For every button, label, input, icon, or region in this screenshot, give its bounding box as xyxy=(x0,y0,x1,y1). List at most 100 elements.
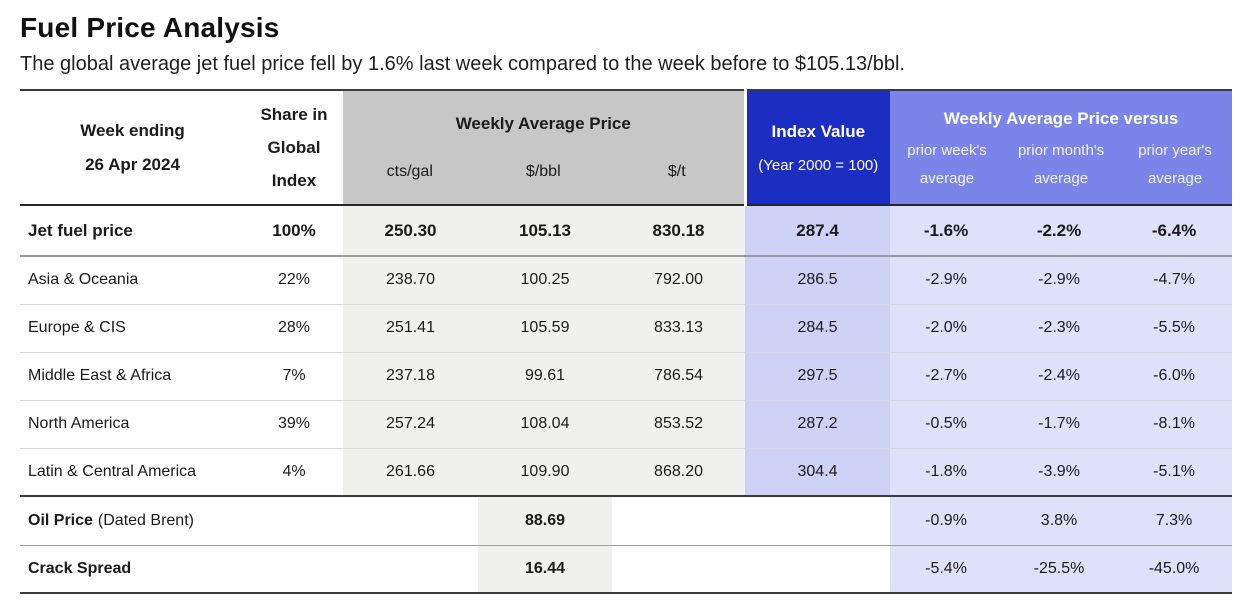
cell-vs-week: -2.7% xyxy=(890,352,1003,401)
table-row-jet-fuel: Jet fuel price 100% 250.30 105.13 830.18… xyxy=(20,205,1233,257)
page: Fuel Price Analysis The global average j… xyxy=(20,12,1233,594)
table-row-region: North America 39% 257.24 108.04 853.52 2… xyxy=(20,400,1233,449)
unit-usd-bbl: $/bbl xyxy=(525,163,561,180)
cell-vs-year: -8.1% xyxy=(1116,400,1233,449)
cell-label: Jet fuel price xyxy=(20,205,245,257)
cell-label: Europe & CIS xyxy=(20,304,245,353)
table-row-region: Latin & Central America 4% 261.66 109.90… xyxy=(20,448,1233,497)
cell-vs-month: -25.5% xyxy=(1002,544,1117,593)
cell-usd-bbl: 105.59 xyxy=(478,304,612,353)
cell-usd-t: 833.13 xyxy=(612,304,746,353)
cell-usd-bbl: 88.69 xyxy=(478,495,612,545)
table-row-region: Asia & Oceania 22% 238.70 100.25 792.00 … xyxy=(20,256,1233,305)
share-line-2: Global xyxy=(267,138,321,157)
cell-vs-year: -5.5% xyxy=(1116,304,1233,353)
cell-share: 28% xyxy=(245,304,343,353)
cell-index: 284.5 xyxy=(745,304,891,353)
cell-label: Oil Price (Dated Brent) xyxy=(20,495,343,545)
cell-cts-gal xyxy=(343,495,478,545)
share-line-1: Share in xyxy=(260,105,328,124)
cell-cts-gal: 237.18 xyxy=(343,352,478,401)
header-weekly-average-price: Weekly Average Price cts/gal $/bbl $/t xyxy=(343,90,746,206)
cell-cts-gal: 238.70 xyxy=(343,256,478,305)
cell-cts-gal: 251.41 xyxy=(343,304,478,353)
oil-price-label: Oil Price xyxy=(28,511,93,529)
cell-vs-month: 3.8% xyxy=(1002,495,1117,545)
cell-vs-year: -5.1% xyxy=(1116,448,1233,497)
cell-index xyxy=(745,495,891,545)
weekly-average-price-title: Weekly Average Price xyxy=(455,114,631,133)
cell-share: 22% xyxy=(245,256,343,305)
cell-usd-t: 868.20 xyxy=(612,448,746,497)
cell-index: 304.4 xyxy=(745,448,891,497)
cell-vs-month: -3.9% xyxy=(1002,448,1117,497)
cell-vs-month: -2.9% xyxy=(1002,256,1117,305)
share-line-3: Index xyxy=(271,171,317,190)
cell-index: 286.5 xyxy=(745,256,891,305)
versus-prior-week: prior week's average xyxy=(907,141,987,187)
week-ending-date: 26 Apr 2024 xyxy=(85,154,180,174)
cell-usd-t: 853.52 xyxy=(612,400,746,449)
header-index-value: Index Value (Year 2000 = 100) xyxy=(743,90,891,206)
cell-share: 4% xyxy=(245,448,343,497)
cell-usd-bbl: 99.61 xyxy=(478,352,612,401)
cell-usd-bbl: 109.90 xyxy=(478,448,612,497)
cell-vs-week: -0.5% xyxy=(890,400,1003,449)
cell-vs-year: -6.4% xyxy=(1116,205,1233,257)
cell-vs-year: 7.3% xyxy=(1116,495,1233,545)
index-value-title: Index Value xyxy=(771,121,866,141)
header-week-ending: Week ending 26 Apr 2024 xyxy=(20,90,245,206)
versus-prior-month: prior month's average xyxy=(1017,141,1105,187)
header-share-in-global-index: Share in Global Index xyxy=(245,90,343,206)
cell-usd-t xyxy=(612,495,746,545)
table-row-oil-price: Oil Price (Dated Brent) 88.69 -0.9% 3.8% … xyxy=(20,495,1233,545)
cell-label: Latin & Central America xyxy=(20,448,245,497)
cell-cts-gal xyxy=(343,544,478,593)
page-subtitle: The global average jet fuel price fell b… xyxy=(20,53,905,75)
cell-usd-t: 830.18 xyxy=(612,205,746,257)
cell-vs-week: -0.9% xyxy=(890,495,1003,545)
cell-vs-week: -1.6% xyxy=(890,205,1003,257)
cell-vs-week: -2.0% xyxy=(890,304,1003,353)
cell-usd-t: 792.00 xyxy=(612,256,746,305)
index-value-base: (Year 2000 = 100) xyxy=(758,156,879,174)
cell-cts-gal: 257.24 xyxy=(343,400,478,449)
week-ending-label: Week ending xyxy=(80,120,185,140)
cell-index xyxy=(745,544,891,593)
cell-index: 287.2 xyxy=(745,400,891,449)
cell-usd-bbl: 16.44 xyxy=(478,544,612,593)
cell-usd-bbl: 100.25 xyxy=(478,256,612,305)
cell-share: 39% xyxy=(245,400,343,449)
cell-cts-gal: 250.30 xyxy=(343,205,478,257)
cell-usd-bbl: 108.04 xyxy=(478,400,612,449)
fuel-price-table: Week ending 26 Apr 2024 Share in Global … xyxy=(20,89,1233,594)
table-row-crack-spread: Crack Spread 16.44 -5.4% -25.5% -45.0% xyxy=(20,544,1233,593)
cell-vs-week: -5.4% xyxy=(890,544,1003,593)
cell-vs-month: -2.4% xyxy=(1002,352,1117,401)
cell-share: 7% xyxy=(245,352,343,401)
cell-label: Crack Spread xyxy=(20,544,343,593)
cell-vs-month: -1.7% xyxy=(1002,400,1117,449)
unit-cts-gal: cts/gal xyxy=(386,163,433,180)
cell-label: Middle East & Africa xyxy=(20,352,245,401)
oil-price-label-suffix: (Dated Brent) xyxy=(97,511,194,529)
unit-row: cts/gal $/bbl $/t xyxy=(343,163,744,181)
cell-vs-week: -1.8% xyxy=(890,448,1003,497)
cell-label: North America xyxy=(20,400,245,449)
versus-prior-year: prior year's average xyxy=(1138,141,1212,187)
crack-spread-label: Crack Spread xyxy=(28,559,132,577)
cell-vs-month: -2.3% xyxy=(1002,304,1117,353)
cell-index: 297.5 xyxy=(745,352,891,401)
cell-usd-bbl: 105.13 xyxy=(478,205,612,257)
cell-usd-t: 786.54 xyxy=(612,352,746,401)
cell-usd-t xyxy=(612,544,746,593)
unit-usd-t: $/t xyxy=(667,163,686,180)
cell-vs-week: -2.9% xyxy=(890,256,1003,305)
cell-cts-gal: 261.66 xyxy=(343,448,478,497)
cell-vs-year: -4.7% xyxy=(1116,256,1233,305)
cell-label: Asia & Oceania xyxy=(20,256,245,305)
header-versus: Weekly Average Price versus prior week's… xyxy=(890,90,1233,206)
cell-vs-month: -2.2% xyxy=(1002,205,1117,257)
page-title: Fuel Price Analysis xyxy=(20,12,280,43)
cell-vs-year: -6.0% xyxy=(1116,352,1233,401)
